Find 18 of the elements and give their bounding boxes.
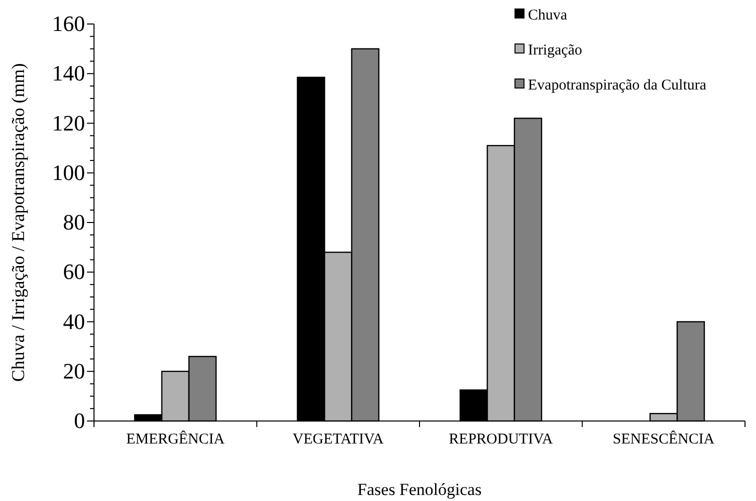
x-tick-label: REPRODUTIVA bbox=[448, 432, 553, 448]
legend-label: Chuva bbox=[528, 8, 568, 24]
x-axis-title: Fases Fenológicas bbox=[357, 480, 482, 499]
legend-label: Evapotranspiração da Cultura bbox=[528, 78, 707, 94]
x-tick-label: SENESCÊNCIA bbox=[612, 430, 715, 448]
y-tick-label: 40 bbox=[63, 308, 85, 334]
y-tick-label: 140 bbox=[52, 60, 85, 86]
legend-label: Irrigação bbox=[528, 42, 582, 58]
y-axis-title: Chuva / Irrigação / Evapotranspiração (mm) bbox=[8, 63, 28, 382]
y-tick-label: 120 bbox=[52, 110, 85, 136]
y-tick-label: 60 bbox=[63, 259, 85, 284]
y-tick-label: 80 bbox=[63, 210, 85, 235]
y-tick-label: 160 bbox=[52, 11, 85, 36]
y-tick-label: 100 bbox=[52, 160, 85, 185]
y-tick-label: 20 bbox=[63, 358, 85, 384]
y-tick-label: 0 bbox=[74, 408, 85, 434]
x-tick-label: EMERGÊNCIA bbox=[126, 430, 225, 448]
x-tick-label: VEGETATIVA bbox=[292, 432, 384, 448]
